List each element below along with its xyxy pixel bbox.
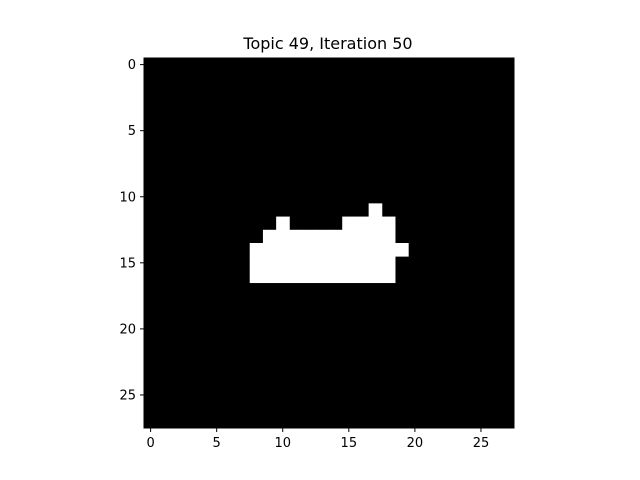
heatmap-cell <box>289 229 303 244</box>
heatmap-cell <box>368 243 383 257</box>
heatmap-cell <box>342 216 356 231</box>
x-tick-label: 15 <box>341 436 358 451</box>
heatmap-cell <box>342 256 356 270</box>
heatmap-cell <box>315 229 330 244</box>
axes-border <box>143 57 515 429</box>
heatmap-cell <box>289 256 303 270</box>
x-tick-label: 0 <box>146 436 154 451</box>
heatmap-cell <box>381 229 396 244</box>
heatmap-cell <box>289 243 303 257</box>
heatmap-cell <box>289 269 303 284</box>
x-tick-label: 5 <box>213 436 221 451</box>
heatmap-cells <box>249 203 409 284</box>
y-tick-label: 10 <box>119 190 136 205</box>
chart-title: Topic 49, Iteration 50 <box>242 34 412 53</box>
y-tick-label: 20 <box>119 322 136 337</box>
heatmap-cell <box>342 229 356 244</box>
heatmap-cell <box>302 229 317 244</box>
heatmap-cell <box>381 269 396 284</box>
heatmap-cell <box>276 243 290 257</box>
y-tick-label: 0 <box>128 58 136 73</box>
heatmap-cell <box>329 229 343 244</box>
heatmap-cell <box>368 216 383 231</box>
heatmap-cell <box>276 229 290 244</box>
heatmap-cell <box>249 256 264 270</box>
axes-frame <box>143 57 515 429</box>
y-tick-label: 5 <box>128 124 136 139</box>
heatmap-cell <box>381 216 396 231</box>
heatmap-cell <box>342 269 356 284</box>
heatmap-cell <box>302 269 317 284</box>
heatmap-cell <box>355 243 370 257</box>
heatmap-cell <box>262 243 277 257</box>
heatmap-cell <box>276 269 290 284</box>
heatmap-cell <box>249 269 264 284</box>
heatmap-cell <box>262 256 277 270</box>
heatmap-cell <box>329 256 343 270</box>
heatmap-cell <box>355 216 370 231</box>
heatmap-cell <box>276 216 290 231</box>
heatmap-cell <box>342 243 356 257</box>
heatmap-cell <box>302 243 317 257</box>
heatmap-cell <box>329 269 343 284</box>
x-tick-label: 20 <box>407 436 424 451</box>
heatmap-cell <box>368 256 383 270</box>
y-tick-label: 15 <box>119 256 136 271</box>
heatmap-cell <box>368 269 383 284</box>
heatmap-cell <box>355 256 370 270</box>
heatmap-cell <box>355 269 370 284</box>
y-tick-label: 25 <box>119 388 136 403</box>
heatmap-cell <box>381 256 396 270</box>
heatmap-cell <box>368 229 383 244</box>
x-tick-label: 25 <box>473 436 490 451</box>
heatmap-cell <box>395 243 409 257</box>
heatmap-cell <box>368 203 383 217</box>
heatmap-cell <box>329 243 343 257</box>
heatmap-cell <box>381 243 396 257</box>
x-tick-label: 10 <box>274 436 291 451</box>
heatmap-cell <box>262 269 277 284</box>
x-axis: 0 5 10 15 20 25 <box>146 428 489 451</box>
heatmap-cell <box>315 256 330 270</box>
heatmap-cell <box>276 256 290 270</box>
heatmap-cell <box>315 269 330 284</box>
heatmap-cell <box>355 229 370 244</box>
y-axis: 0 5 10 15 20 25 <box>119 58 144 403</box>
heatmap-cell <box>315 243 330 257</box>
heatmap-cell <box>249 243 264 257</box>
heatmap-cell <box>262 229 277 244</box>
heatmap-cell <box>302 256 317 270</box>
